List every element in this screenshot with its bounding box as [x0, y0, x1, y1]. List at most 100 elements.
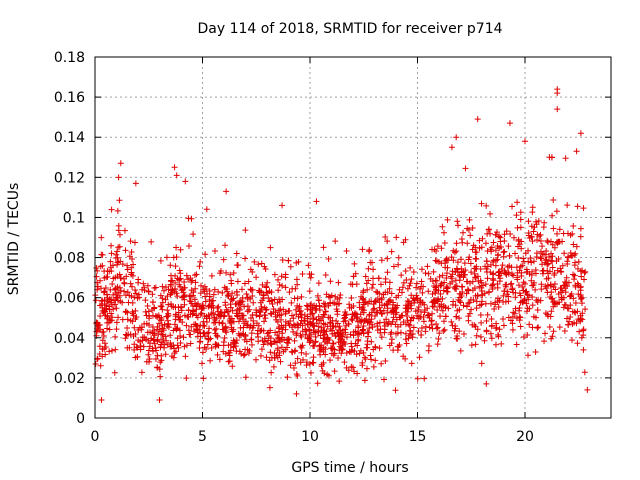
- data-point: [535, 296, 542, 303]
- data-point: [487, 246, 494, 253]
- data-point: [406, 282, 413, 289]
- data-point: [191, 272, 198, 279]
- data-point: [571, 252, 578, 259]
- data-point: [576, 328, 583, 335]
- data-point: [253, 274, 260, 281]
- data-point: [491, 305, 498, 312]
- data-point: [532, 270, 539, 277]
- data-point: [229, 307, 236, 314]
- data-point: [441, 326, 448, 333]
- data-point: [479, 235, 486, 242]
- data-point: [496, 233, 503, 240]
- data-point: [157, 302, 164, 309]
- data-point: [451, 285, 458, 292]
- data-point: [130, 333, 137, 340]
- data-point: [227, 347, 234, 354]
- data-point: [268, 369, 275, 376]
- data-point: [494, 256, 501, 263]
- data-point: [506, 120, 513, 127]
- data-point: [124, 324, 131, 331]
- data-point: [354, 314, 361, 321]
- data-point: [222, 324, 229, 331]
- data-point: [264, 330, 271, 337]
- data-point: [531, 224, 538, 231]
- data-point: [573, 320, 580, 327]
- y-tick-label: 0.06: [54, 291, 85, 307]
- data-point: [97, 326, 104, 333]
- data-point: [203, 206, 210, 213]
- data-point: [181, 296, 188, 303]
- data-point: [428, 321, 435, 328]
- data-point: [135, 279, 142, 286]
- data-point: [143, 312, 150, 319]
- data-point: [312, 339, 319, 346]
- data-point: [572, 259, 579, 266]
- data-point: [422, 270, 429, 277]
- data-point: [382, 233, 389, 240]
- data-point: [549, 241, 556, 248]
- data-point: [558, 294, 565, 301]
- data-point: [561, 301, 568, 308]
- data-point: [398, 272, 405, 279]
- data-point: [418, 266, 425, 273]
- data-point: [512, 250, 519, 257]
- data-point: [502, 281, 509, 288]
- data-point: [370, 266, 377, 273]
- data-point: [489, 275, 496, 282]
- data-point: [112, 333, 119, 340]
- data-point: [439, 272, 446, 279]
- data-point: [514, 274, 521, 281]
- data-point: [114, 207, 121, 214]
- data-point: [336, 294, 343, 301]
- data-point: [97, 362, 104, 369]
- data-point: [223, 188, 230, 195]
- data-point: [517, 292, 524, 299]
- data-point: [185, 327, 192, 334]
- data-point: [448, 318, 455, 325]
- data-point: [154, 326, 161, 333]
- data-point: [482, 300, 489, 307]
- data-point: [268, 297, 275, 304]
- data-point: [291, 337, 298, 344]
- data-point: [382, 275, 389, 282]
- data-point: [290, 328, 297, 335]
- data-point: [421, 375, 428, 382]
- data-point: [156, 396, 163, 403]
- data-point: [501, 248, 508, 255]
- data-point: [101, 268, 108, 275]
- data-point: [515, 236, 522, 243]
- data-point: [484, 275, 491, 282]
- data-point: [497, 234, 504, 241]
- data-point: [301, 318, 308, 325]
- data-point: [360, 296, 367, 303]
- data-point: [231, 340, 238, 347]
- data-point: [273, 316, 280, 323]
- data-point: [298, 293, 305, 300]
- data-point: [477, 277, 484, 284]
- data-point: [268, 341, 275, 348]
- data-point: [558, 289, 565, 296]
- data-point: [538, 281, 545, 288]
- data-point: [454, 259, 461, 266]
- data-point: [215, 342, 222, 349]
- data-point: [337, 292, 344, 299]
- data-point: [390, 314, 397, 321]
- data-point: [276, 328, 283, 335]
- data-point: [238, 350, 245, 357]
- data-point: [167, 262, 174, 269]
- data-point: [181, 343, 188, 350]
- data-point: [197, 258, 204, 265]
- data-point: [238, 286, 245, 293]
- data-point: [222, 242, 229, 249]
- data-point: [422, 323, 429, 330]
- data-point: [99, 346, 106, 353]
- data-point: [244, 308, 251, 315]
- data-point: [544, 282, 551, 289]
- data-point: [277, 358, 284, 365]
- data-point: [386, 279, 393, 286]
- data-point: [567, 314, 574, 321]
- data-point: [249, 311, 256, 318]
- data-point: [544, 261, 551, 268]
- data-point: [129, 318, 136, 325]
- data-point: [316, 302, 323, 309]
